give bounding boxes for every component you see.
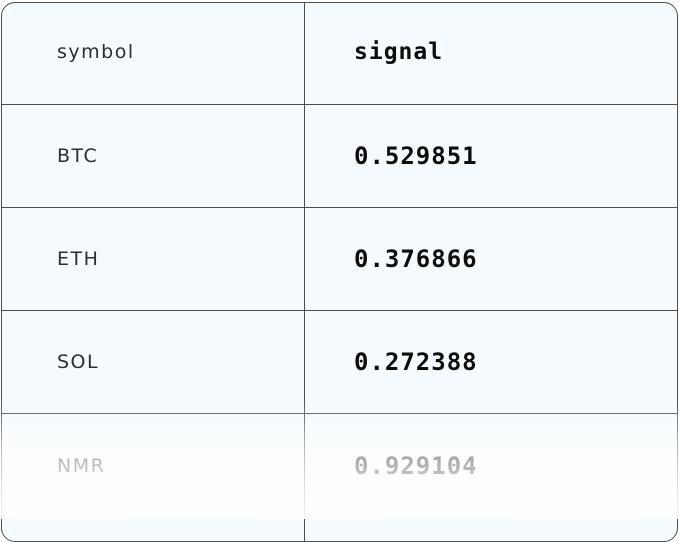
cell-signal: 0.929104: [354, 451, 478, 480]
cell-signal: 0.376866: [354, 245, 478, 273]
column-divider: [304, 3, 305, 541]
table-header-row: symbol signal: [2, 3, 677, 105]
cell-symbol: BTC: [57, 145, 99, 167]
cell-symbol: ETH: [57, 248, 100, 270]
cell-symbol: SOL: [57, 351, 100, 373]
table-row: BTC 0.529851: [2, 105, 677, 208]
header-signal: signal: [354, 38, 444, 65]
table-row: NMR 0.929104: [2, 414, 677, 517]
header-symbol: symbol: [57, 40, 135, 63]
cell-signal: 0.529851: [354, 142, 478, 170]
cell-signal: 0.272388: [354, 348, 478, 376]
table-row: SOL 0.272388: [2, 311, 677, 414]
table-row: ETH 0.376866: [2, 208, 677, 311]
cell-symbol: NMR: [57, 454, 106, 477]
